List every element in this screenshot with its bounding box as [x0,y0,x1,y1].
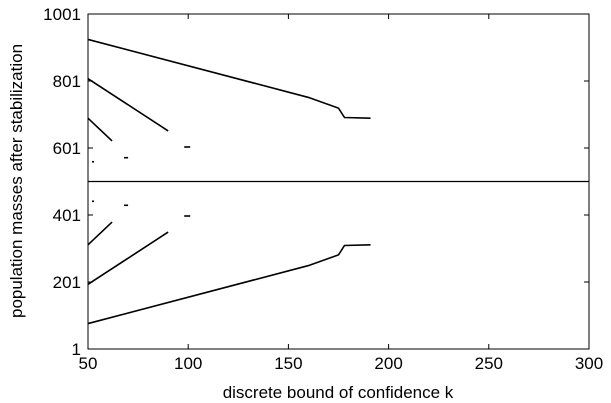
y-axis: 1 201 401 601 801 1001 [43,5,589,359]
data-series-1 [87,38,371,119]
x-axis: 50 100 150 200 250 300 [79,14,603,373]
x-axis-title: discrete bound of confidence k [223,383,454,402]
x-tick-label: 250 [475,354,503,373]
data-series-2 [87,244,371,325]
x-tick-label: 150 [274,354,302,373]
y-axis-title: population masses after stabilization [7,44,26,318]
y-tick-label: 1 [72,340,81,359]
data-marks [87,38,589,325]
y-tick-label: 601 [53,139,81,158]
data-series-6 [87,221,113,246]
data-series-3 [87,77,169,132]
x-tick-label: 50 [79,354,98,373]
x-tick-label: 300 [575,354,603,373]
data-series-5 [87,117,113,142]
y-tick-label: 801 [53,72,81,91]
y-tick-label: 1001 [43,5,81,24]
x-tick-label: 100 [174,354,202,373]
x-tick-label: 200 [374,354,402,373]
data-series-4 [87,231,169,286]
y-tick-label: 201 [53,273,81,292]
y-tick-label: 401 [53,206,81,225]
